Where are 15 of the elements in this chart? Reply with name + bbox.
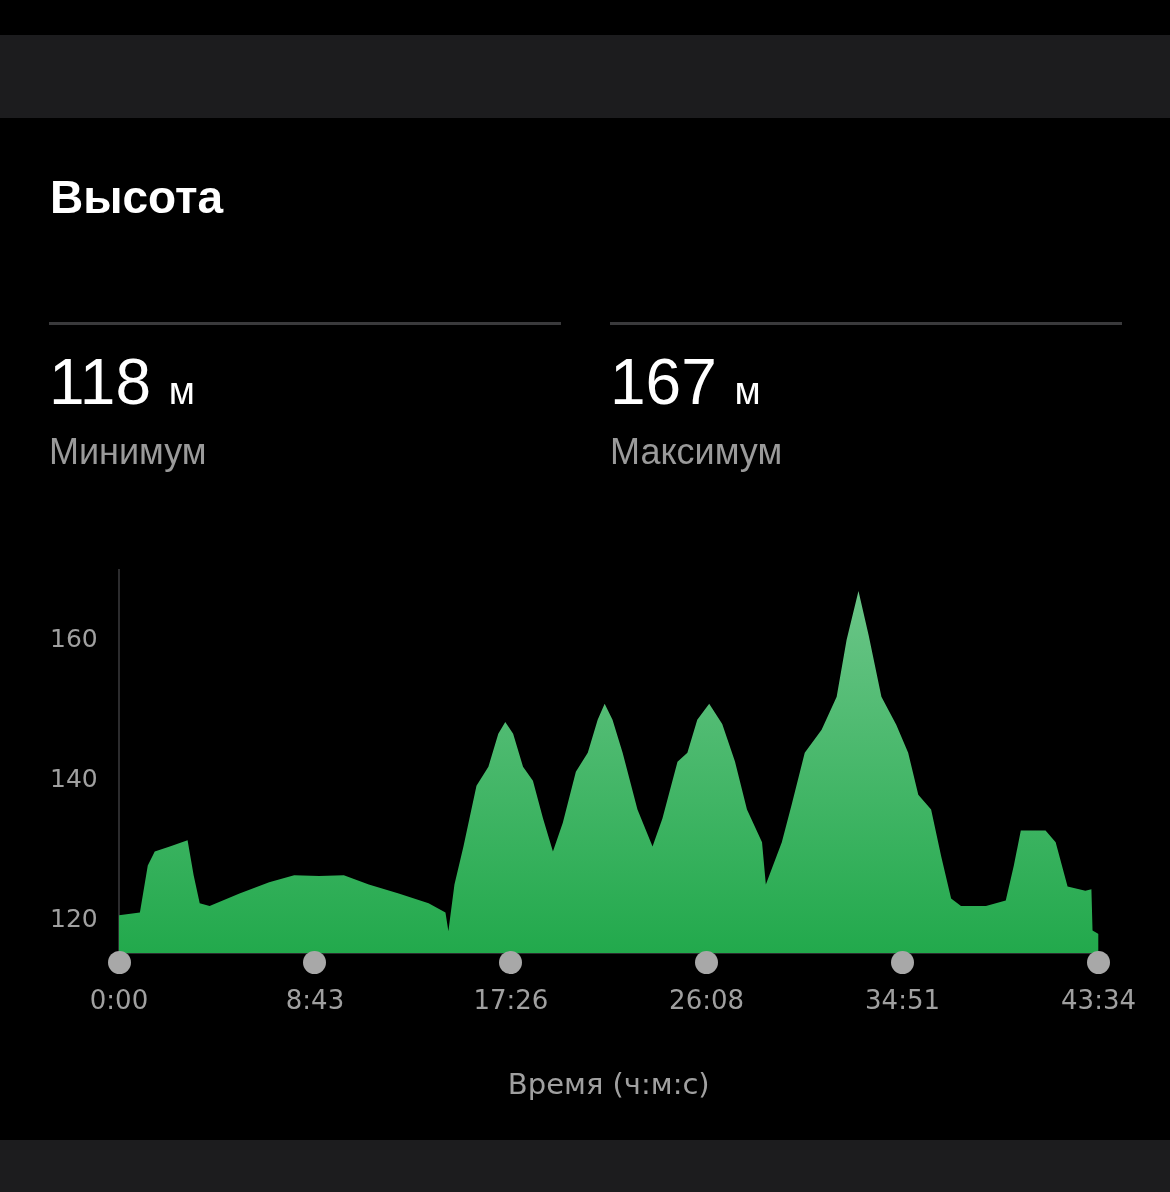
x-tick-label: 43:34 xyxy=(1061,985,1136,1016)
text: 118 м xyxy=(49,346,196,420)
x-axis-title: Время (ч:м:с) xyxy=(507,1067,710,1102)
x-tick-label: 0:00 xyxy=(89,985,149,1016)
x-tick-label: 26:08 xyxy=(669,985,745,1016)
y-tick-label: 160 xyxy=(50,623,98,653)
x-tick-label: 34:51 xyxy=(865,985,941,1016)
text: Минимум xyxy=(49,430,208,474)
x-tick-label: 8:43 xyxy=(285,985,345,1016)
y-tick-label: 140 xyxy=(50,763,98,793)
text: Максимум xyxy=(610,430,784,474)
y-tick-label: 120 xyxy=(50,903,98,933)
x-tick-label: 17:26 xyxy=(473,985,549,1016)
text: 167 м xyxy=(610,346,762,420)
chart-title: Высота xyxy=(50,170,224,224)
